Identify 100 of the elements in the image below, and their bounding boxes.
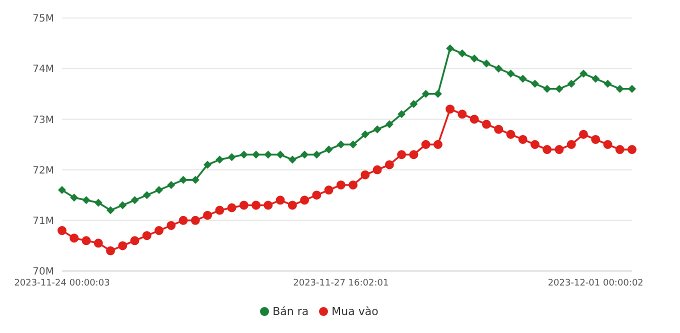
point xyxy=(300,150,309,159)
point xyxy=(628,84,636,93)
point xyxy=(312,150,321,159)
point xyxy=(603,140,612,149)
point xyxy=(591,134,600,144)
point xyxy=(555,84,564,93)
point xyxy=(106,246,116,256)
point xyxy=(204,160,212,169)
point xyxy=(336,140,345,148)
point xyxy=(579,70,588,78)
y-tick-label: 71M xyxy=(32,216,54,227)
point xyxy=(518,134,528,144)
point xyxy=(324,146,333,154)
point xyxy=(592,74,600,83)
point xyxy=(264,200,273,210)
point xyxy=(288,156,296,164)
point xyxy=(628,145,636,154)
point xyxy=(94,198,102,207)
point xyxy=(409,150,418,160)
point xyxy=(228,153,236,162)
point xyxy=(130,196,139,204)
point xyxy=(433,140,442,149)
point xyxy=(458,49,466,58)
point xyxy=(227,203,236,212)
point xyxy=(312,190,322,200)
x-tick-label: 2023-11-27 16:02:01 xyxy=(293,278,389,288)
point xyxy=(94,238,103,248)
point xyxy=(542,145,552,154)
point xyxy=(567,80,576,88)
point xyxy=(566,140,576,149)
point xyxy=(615,145,624,154)
y-tick-label: 73M xyxy=(32,114,54,126)
point xyxy=(494,64,503,73)
point xyxy=(336,180,346,190)
point xyxy=(106,206,115,214)
point xyxy=(216,156,224,164)
point xyxy=(530,80,539,88)
point xyxy=(191,176,200,184)
point xyxy=(130,236,140,246)
point xyxy=(506,70,515,78)
point xyxy=(446,104,455,114)
point xyxy=(616,84,624,93)
point xyxy=(518,74,527,83)
point xyxy=(494,124,504,134)
point xyxy=(264,150,272,159)
point xyxy=(543,84,552,93)
point xyxy=(178,216,188,225)
point xyxy=(506,130,516,139)
point xyxy=(372,165,382,174)
point xyxy=(70,194,78,202)
y-tick-label: 75M xyxy=(32,14,54,25)
point xyxy=(276,150,284,159)
point xyxy=(434,90,442,98)
point xyxy=(252,200,261,210)
point xyxy=(82,236,91,246)
point xyxy=(422,90,430,98)
y-tick-label: 70M xyxy=(32,266,54,278)
point xyxy=(361,130,370,138)
point xyxy=(578,130,588,139)
point xyxy=(482,120,491,129)
point xyxy=(397,150,406,160)
point xyxy=(58,226,66,236)
point xyxy=(118,241,128,250)
point xyxy=(385,120,394,128)
point xyxy=(82,196,90,204)
x-tick-label: 2023-11-24 00:00:03 xyxy=(14,278,110,288)
point xyxy=(398,110,406,118)
point xyxy=(203,210,212,220)
point xyxy=(470,54,478,62)
point xyxy=(166,220,176,230)
point xyxy=(360,170,370,180)
y-tick-label: 72M xyxy=(32,165,54,176)
point xyxy=(142,191,151,200)
x-tick-label: 2023-12-01 00:00:02 xyxy=(548,278,644,288)
point xyxy=(530,140,540,149)
point xyxy=(410,100,418,108)
point xyxy=(384,160,394,170)
point xyxy=(252,150,260,159)
point xyxy=(190,216,200,225)
point xyxy=(482,60,490,68)
point xyxy=(373,125,382,134)
point xyxy=(349,140,358,148)
point xyxy=(276,196,285,205)
point xyxy=(179,176,188,184)
point xyxy=(155,186,164,194)
point xyxy=(324,186,334,195)
point xyxy=(300,196,310,205)
point xyxy=(421,140,430,149)
y-tick-label: 74M xyxy=(32,64,54,76)
point xyxy=(118,201,127,210)
point xyxy=(167,180,176,189)
point xyxy=(154,226,164,236)
point xyxy=(240,150,248,159)
point xyxy=(348,180,358,190)
point xyxy=(142,231,152,240)
legend-label: Mua vào xyxy=(332,305,378,318)
point xyxy=(239,200,248,210)
point xyxy=(458,110,467,119)
point xyxy=(215,206,224,215)
point xyxy=(70,234,79,243)
